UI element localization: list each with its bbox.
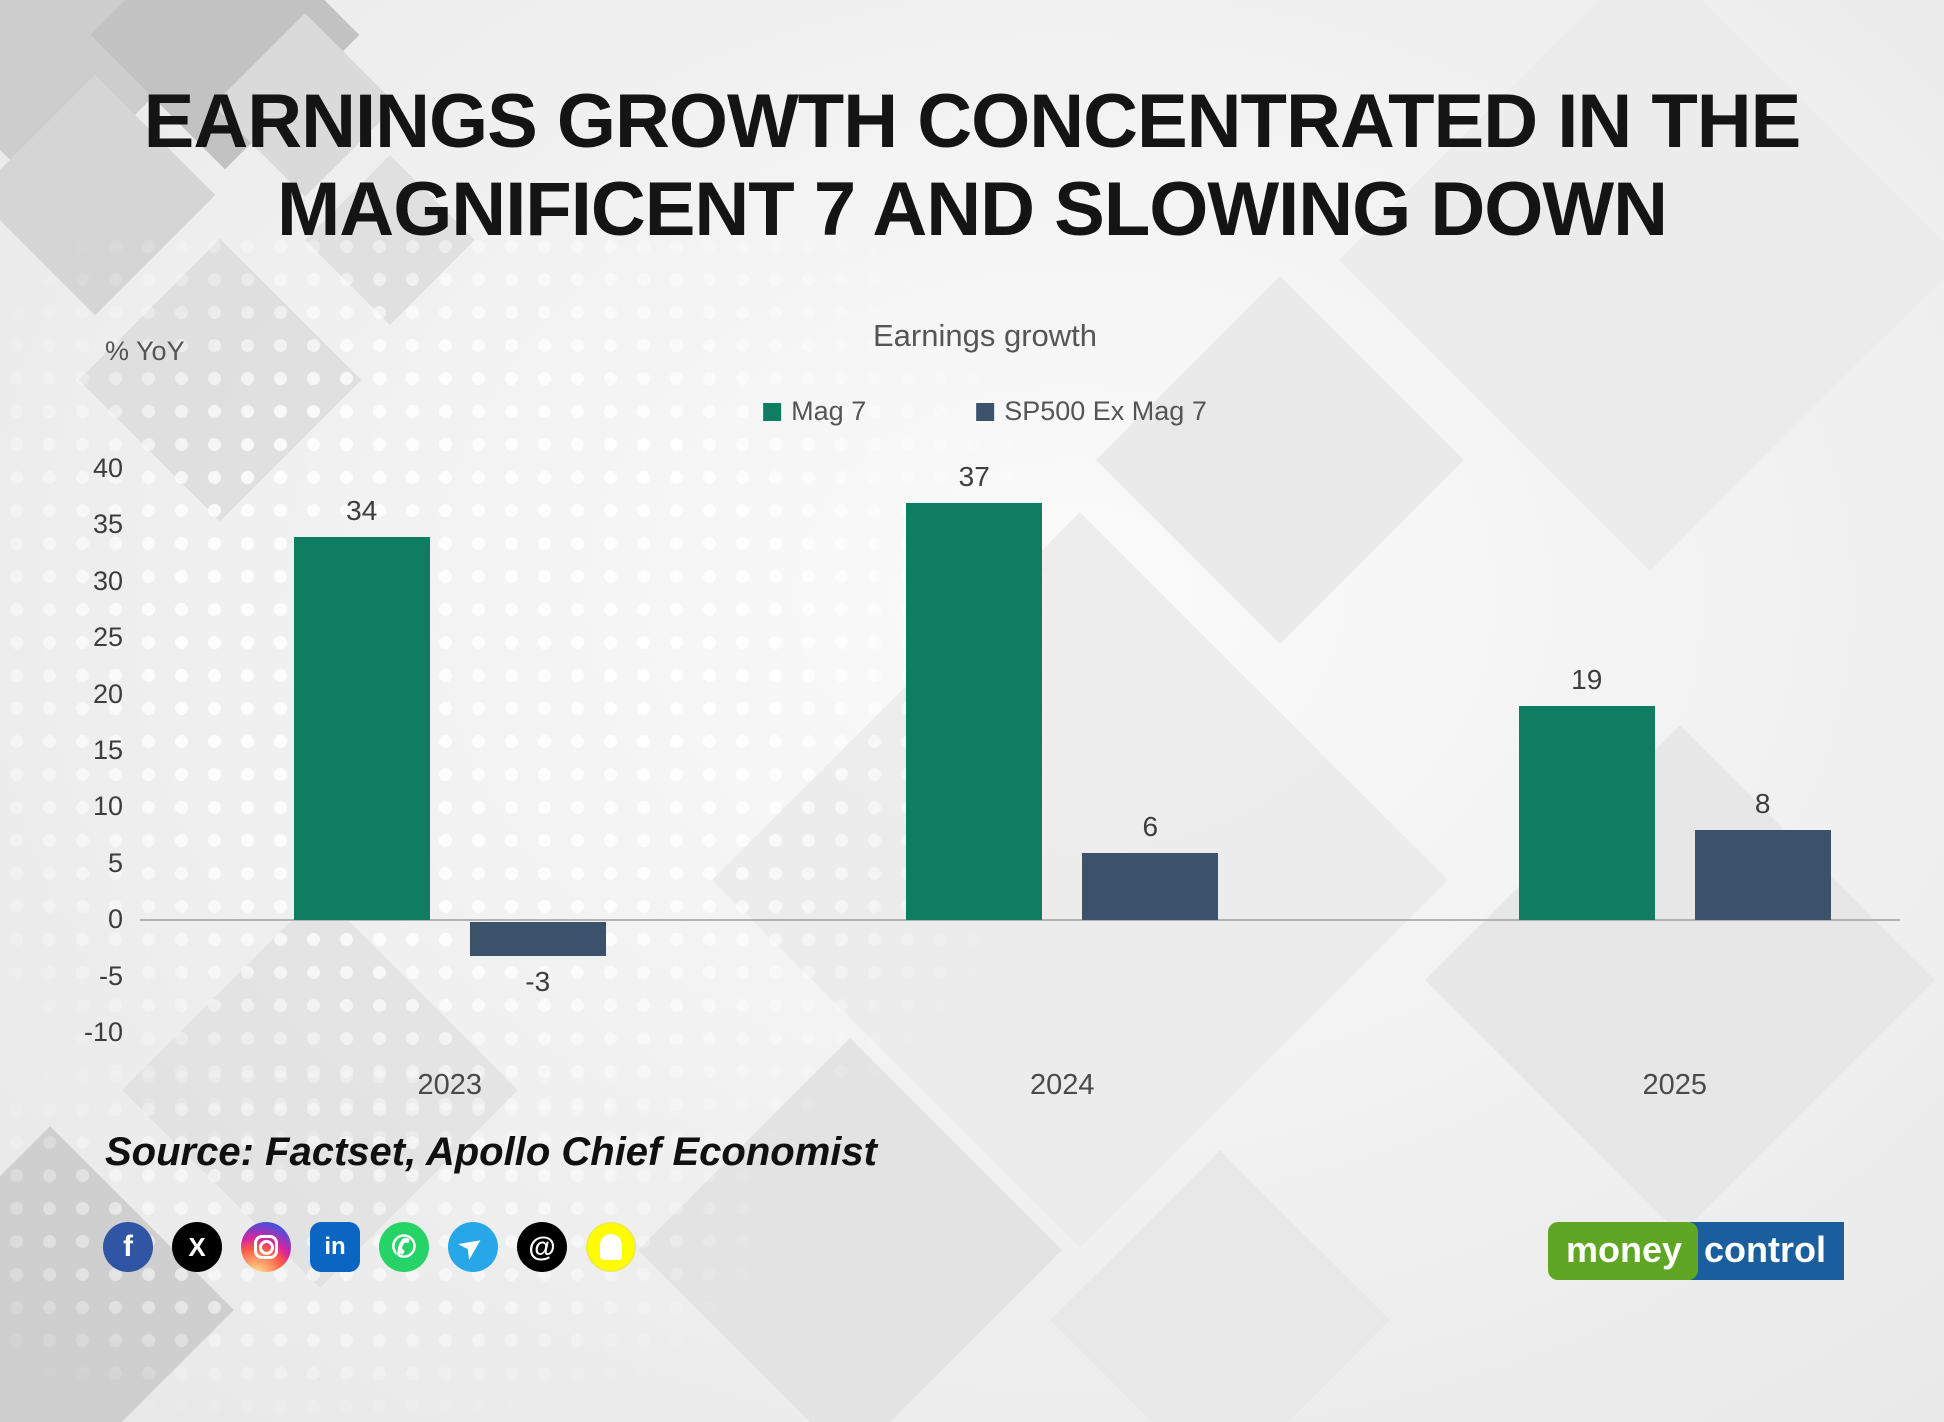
x-category-label: 2023 [417,1069,482,1101]
facebook-glyph: f [123,1230,133,1263]
y-tick-label: -10 [83,1017,123,1047]
legend-swatch [976,402,995,421]
bar-mag-7-2024 [906,502,1043,921]
camera-glyph [254,1235,278,1259]
y-tick-label: 35 [92,509,123,540]
whatsapp-glyph: ✆ [391,1230,417,1264]
ghost-glyph [600,1234,622,1260]
x-category-label: 2024 [1029,1069,1095,1101]
x-icon[interactable]: X [172,1222,222,1272]
y-tick-label: 40 [92,453,123,483]
facebook-icon[interactable]: f [103,1222,153,1272]
bar-sp500-ex-mag-7-2024 [1082,852,1219,921]
legend-swatch [763,402,782,421]
telegram-icon[interactable]: ➤ [448,1222,498,1272]
bar-mag-7-2023 [293,536,430,921]
threads-glyph: @ [528,1231,556,1262]
x-category-label: 2025 [1642,1069,1707,1101]
bar-value-label: -3 [525,966,551,998]
bar-sp500-ex-mag-7-2023 [469,922,606,957]
bar-value-label: 6 [1142,810,1159,842]
x-glyph: X [188,1231,206,1262]
legend-label: Mag 7 [791,396,867,426]
legend-label: SP500 Ex Mag 7 [1004,396,1207,426]
x-axis-line [140,919,1900,922]
bar-value-label: 8 [1754,787,1771,819]
y-tick-label: -5 [98,960,123,991]
page-title: EARNINGS GROWTH CONCENTRATED IN THE MAGN… [0,78,1944,254]
instagram-icon[interactable] [241,1222,291,1272]
page-title-line2: MAGNIFICENT 7 AND SLOWING DOWN [277,167,1668,253]
bar-value-label: 19 [1571,663,1603,695]
source-note: Source: Factset, Apollo Chief Economist [105,1130,877,1174]
y-tick-label: 30 [92,565,123,596]
linkedin-glyph: in [324,1233,346,1260]
y-tick-label: 20 [92,678,123,709]
bar-sp500-ex-mag-7-2025 [1694,829,1831,921]
bar-value-label: 37 [958,460,990,492]
y-tick-label: 5 [107,847,123,878]
bar-mag-7-2025 [1518,705,1655,921]
chart-title: Earnings growth [872,318,1098,353]
y-tick-label: 0 [107,904,123,935]
y-tick-label: 25 [92,622,123,653]
moneycontrol-logo: money control [1547,1222,1844,1280]
logo-money: money [1547,1222,1698,1280]
whatsapp-icon[interactable]: ✆ [379,1222,429,1272]
snapchat-icon[interactable] [586,1222,636,1272]
linkedin-icon[interactable]: in [310,1222,360,1272]
logo-control: control [1690,1222,1844,1280]
y-tick-label: 10 [92,791,123,822]
legend-item: SP500 Ex Mag 7 [976,396,1207,427]
threads-icon[interactable]: @ [517,1222,567,1272]
bg-dot-pattern [0,230,1060,1190]
legend-item: Mag 7 [763,396,866,427]
page-title-line1: EARNINGS GROWTH CONCENTRATED IN THE [143,79,1802,164]
chart-legend: Mag 7 SP500 Ex Mag 7 [763,396,1207,427]
y-tick-label: 15 [92,735,123,765]
y-axis-label: % YoY [105,336,185,366]
telegram-glyph: ➤ [453,1226,490,1265]
bar-value-label: 34 [346,494,378,526]
plot-area: 40 35 30 25 20 15 10 5 0 -5 -10 34 -3 2023 37 6 2024 19 8 2… [84,453,1900,1101]
